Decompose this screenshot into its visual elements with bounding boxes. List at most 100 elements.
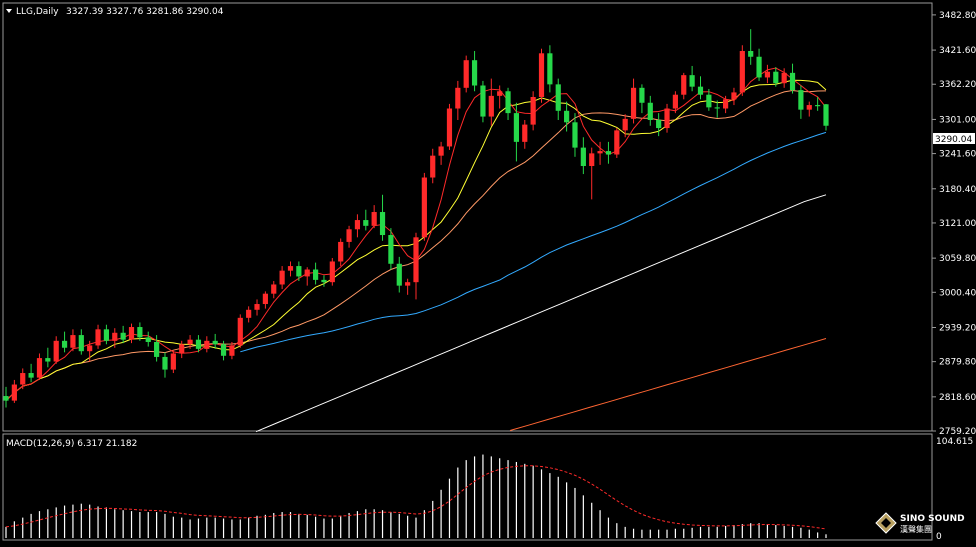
candle-body	[522, 124, 528, 142]
candle-body	[154, 341, 160, 357]
candle-body	[789, 72, 796, 91]
candle-body	[580, 147, 586, 167]
candle-body	[413, 237, 419, 283]
current-price-tag	[933, 133, 975, 144]
y-tick-label: 3421.60	[939, 46, 976, 56]
y-tick-label: 2879.80	[939, 358, 976, 368]
logo-chinese: 漢聲集團	[900, 524, 932, 534]
candle-body	[195, 339, 202, 349]
candle-body	[229, 345, 235, 356]
macd-tick-top: 104.615	[936, 437, 973, 447]
candle-body	[112, 332, 118, 341]
candle-body	[262, 293, 268, 305]
y-tick-label: 3059.80	[939, 254, 976, 264]
y-tick-label: 3362.20	[939, 80, 976, 90]
candle-body	[455, 87, 461, 109]
candle-body	[120, 332, 126, 340]
candle-body	[36, 358, 43, 378]
candle-body	[3, 396, 9, 401]
candle-body	[773, 71, 779, 84]
candle-body	[739, 51, 745, 93]
candle-body	[237, 317, 243, 346]
candle-body	[564, 110, 570, 123]
candle-body	[689, 75, 695, 87]
candle-body	[20, 373, 26, 385]
macd-signal-line	[5, 465, 827, 530]
candle-body	[756, 56, 762, 78]
candle-body	[430, 155, 436, 178]
candle-body	[589, 153, 595, 167]
candle-body	[463, 60, 469, 88]
candle-body	[597, 151, 603, 154]
candle-body	[748, 51, 754, 57]
y-tick-label: 3482.80	[939, 11, 976, 21]
candle-body	[220, 344, 227, 356]
candle-body	[815, 105, 821, 107]
y-tick-label: 3241.60	[939, 150, 976, 160]
candle-body	[681, 75, 687, 95]
candle-body	[530, 97, 536, 125]
y-tick-label: 3301.00	[939, 115, 976, 125]
ma60-line	[240, 131, 827, 353]
candle-body	[806, 105, 812, 110]
candle-body	[28, 373, 34, 378]
candle-body	[70, 335, 76, 348]
candle-body	[254, 304, 260, 310]
candle-body	[379, 212, 386, 236]
candle-body	[798, 90, 804, 110]
candle-body	[271, 284, 277, 294]
candle-body	[11, 384, 17, 401]
candle-body	[128, 327, 135, 340]
chart-menu-arrow-icon[interactable]	[6, 9, 12, 13]
candle-body	[296, 266, 302, 277]
candle-body	[656, 120, 662, 129]
candle-body	[103, 329, 110, 341]
candle-body	[363, 220, 369, 226]
macd-label: MACD(12,26,9) 6.317 21.182	[6, 439, 137, 449]
candle-body	[446, 108, 453, 147]
candle-body	[304, 269, 310, 277]
candle-body	[53, 340, 59, 362]
candle-body	[329, 261, 335, 283]
candle-body	[405, 282, 411, 286]
y-tick-label: 3180.40	[939, 185, 976, 195]
candle-body	[538, 53, 545, 98]
y-tick-label: 2939.20	[939, 323, 976, 333]
candle-body	[95, 329, 101, 346]
candle-body	[137, 327, 143, 338]
candle-body	[722, 99, 729, 109]
candle-body	[664, 108, 670, 129]
ma120-line	[255, 194, 827, 433]
candle-body	[714, 107, 720, 109]
candle-body	[513, 113, 520, 142]
candle-body	[605, 151, 612, 155]
logo-inner-icon	[881, 518, 891, 528]
y-tick-label: 3121.00	[939, 219, 976, 229]
current-price-label: 3290.04	[935, 135, 972, 145]
candle-body	[354, 220, 361, 230]
candle-body	[731, 92, 737, 100]
candle-body	[396, 263, 402, 286]
symbol-label: LLG,Daily	[16, 7, 59, 17]
candle-body	[179, 344, 185, 354]
candle-body	[346, 229, 352, 242]
candle-body	[321, 279, 327, 283]
candlesticks	[3, 29, 829, 408]
price-axis: 3482.80 3421.60 3362.20 3301.00 3241.60 3180.…	[932, 11, 976, 437]
logo-brand: SINO SOUND	[900, 514, 965, 524]
candle-body	[547, 53, 553, 85]
candle-body	[78, 335, 84, 352]
candle-body	[697, 86, 704, 95]
candle-body	[338, 241, 344, 262]
candle-body	[61, 340, 68, 348]
candle-body	[555, 84, 561, 111]
candle-body	[630, 87, 637, 119]
candle-body	[279, 270, 285, 285]
candle-body	[170, 353, 176, 370]
candle-body	[421, 177, 427, 238]
candle-body	[505, 91, 511, 114]
candle-body	[497, 91, 503, 96]
candle-body	[438, 146, 444, 156]
candle-body	[823, 104, 829, 126]
